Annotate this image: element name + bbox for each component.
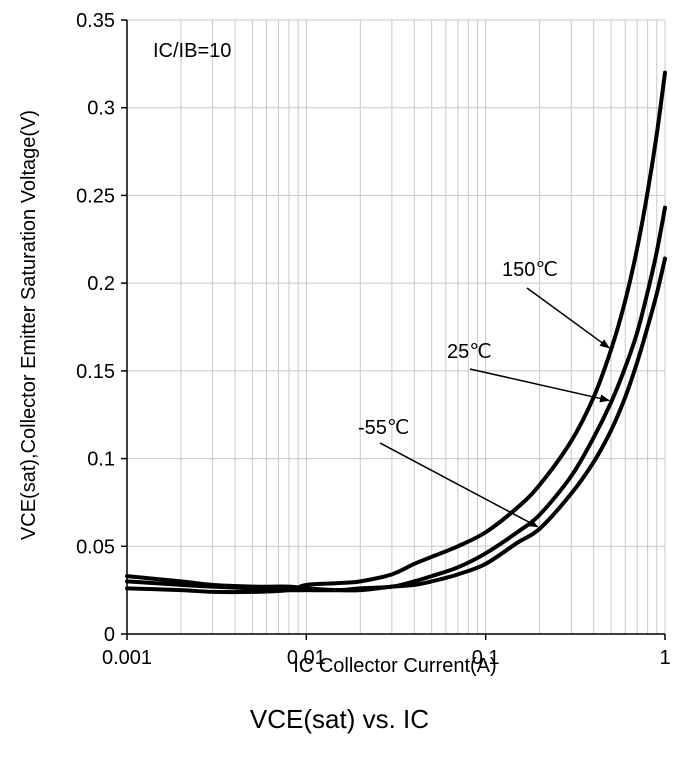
y-tick-label: 0.05 (76, 536, 115, 558)
grid-lines (126, 19, 666, 635)
annotation-arrow (379, 442, 539, 528)
series-label: -55℃ (358, 417, 409, 439)
x-axis-label: IC Collector Current(A) (293, 655, 496, 677)
annotations: IC/IB=10 150℃ 25℃ -55℃ (153, 40, 610, 528)
plot-frame (121, 19, 666, 640)
series-label: 150℃ (502, 259, 558, 281)
x-tick-label: 1 (659, 647, 670, 669)
condition-label: IC/IB=10 (153, 40, 231, 62)
y-tick-label: 0.35 (76, 10, 115, 32)
x-tick-label: 0.1 (472, 647, 500, 669)
y-tick-label: 0 (104, 624, 115, 646)
tick-labels: 0 0.05 0.1 0.15 0.2 0.25 0.3 0.35 0.001 0.01 0.1 1 (76, 10, 671, 669)
annotation-arrow (526, 287, 610, 349)
series-lines (125, 70, 667, 595)
y-tick-label: 0.25 (76, 185, 115, 207)
y-axis-label: VCE(sat),Collector Emitter Saturation Vo… (18, 110, 40, 540)
series-line-2 (125, 256, 667, 593)
x-tick-label: 0.01 (287, 647, 326, 669)
y-tick-label: 0.2 (87, 273, 115, 295)
y-tick-label: 0.1 (87, 449, 115, 471)
series-label: 25℃ (447, 341, 492, 363)
y-tick-label: 0.15 (76, 361, 115, 383)
y-tick-label: 0.3 (87, 98, 115, 120)
series-line-0 (125, 70, 667, 595)
chart-title: VCE(sat) vs. IC (249, 704, 430, 734)
x-tick-label: 0.001 (102, 647, 152, 669)
vce-sat-chart: 00.050.10.150.20.250.30.350.001 0.01 0.1 1 … (18, 10, 671, 677)
annotation-arrow (469, 368, 610, 403)
series-line-1 (125, 205, 667, 593)
